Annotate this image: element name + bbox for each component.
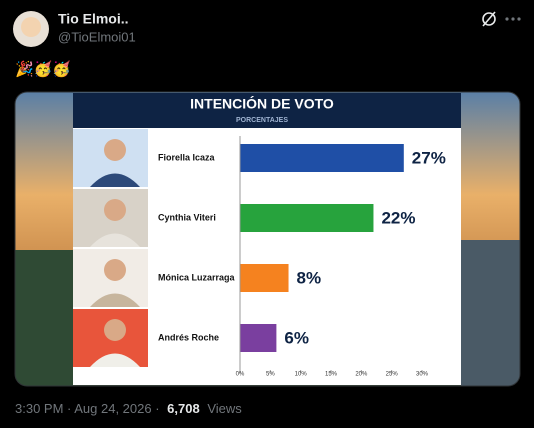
user-name[interactable]: Tio Elmoi.. <box>58 11 129 27</box>
candidate-body <box>90 293 140 307</box>
chart-subtitle: PORCENTAJES <box>236 117 288 124</box>
candidate-body <box>90 233 140 247</box>
x-tick-label: 0% <box>236 372 245 378</box>
media-border <box>14 91 521 387</box>
chart-header <box>73 93 461 128</box>
media[interactable]: INTENCIÓN DE VOTO PORCENTAJES Fiorella I… <box>15 92 520 386</box>
category-label: Fiorella Icaza <box>158 152 216 162</box>
value-label: 6% <box>284 328 309 347</box>
city-left <box>15 250 73 386</box>
bar <box>240 204 374 232</box>
views-count: 6,708 <box>167 401 200 416</box>
value-label: 27% <box>412 148 446 167</box>
city-right <box>461 240 520 386</box>
bar <box>240 264 289 292</box>
grok-icon[interactable] <box>482 11 496 27</box>
category-label: Andrés Roche <box>158 332 219 342</box>
value-label: 22% <box>381 208 415 227</box>
candidate-head <box>104 319 126 341</box>
x-tick-label: 25% <box>386 372 399 378</box>
x-tick-label: 5% <box>266 372 275 378</box>
candidate-head <box>104 259 126 281</box>
tweet-text: 🎉🥳🥳 <box>15 59 71 78</box>
more-icon[interactable] <box>505 17 521 21</box>
user-handle[interactable]: @TioElmoi01 <box>58 29 136 44</box>
bar <box>240 144 404 172</box>
candidate-head <box>104 199 126 221</box>
value-label: 8% <box>297 268 322 287</box>
timestamp[interactable]: 3:30 PM · Aug 24, 2026 · <box>15 401 160 416</box>
tweet-meta: 3:30 PM · Aug 24, 2026 · 6,708 Views <box>15 401 242 416</box>
avatar-face <box>21 17 41 37</box>
candidate-head <box>104 139 126 161</box>
views-label: Views <box>207 401 242 416</box>
chart-title: INTENCIÓN DE VOTO <box>190 95 334 112</box>
bar <box>240 324 277 352</box>
x-tick-label: 15% <box>325 372 338 378</box>
x-tick-label: 10% <box>295 372 308 378</box>
candidate-body <box>90 353 140 367</box>
category-label: Mónica Luzarraga <box>158 272 236 282</box>
category-label: Cynthia Viteri <box>158 212 216 222</box>
x-tick-label: 30% <box>416 372 429 378</box>
candidate-body <box>90 173 140 187</box>
x-tick-label: 20% <box>355 372 368 378</box>
